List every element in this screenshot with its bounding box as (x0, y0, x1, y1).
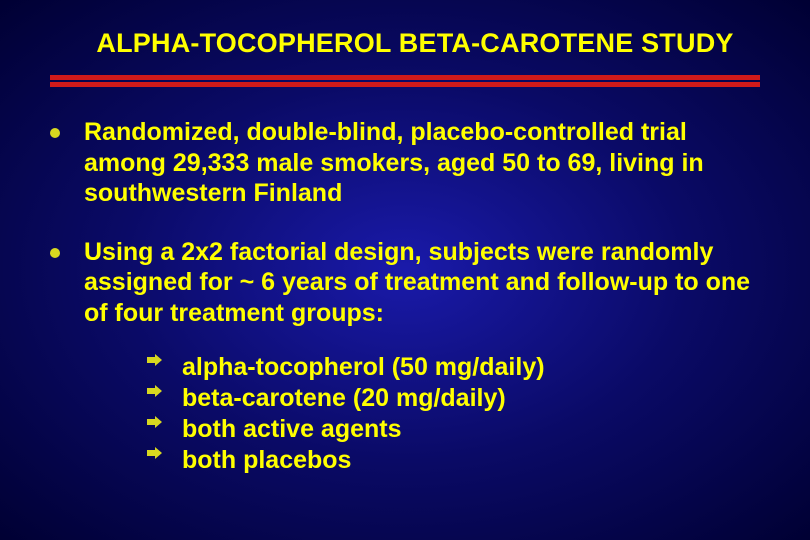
slide-title: ALPHA-TOCOPHEROL BETA-CAROTENE STUDY (70, 28, 760, 59)
sub-bullet-text: both active agents (182, 415, 402, 443)
bullet-list: Randomized, double-blind, placebo-contro… (50, 117, 760, 476)
sub-bullet-item: both placebos (146, 445, 760, 476)
sub-bullet-list: alpha-tocopherol (50 mg/daily) beta-caro… (146, 352, 760, 476)
arrow-icon (146, 385, 162, 401)
arrow-icon (146, 354, 162, 370)
sub-bullet-text: beta-carotene (20 mg/daily) (182, 384, 506, 412)
bullet-item: Randomized, double-blind, placebo-contro… (50, 117, 760, 209)
arrow-icon (146, 416, 162, 432)
sub-bullet-item: both active agents (146, 414, 760, 445)
sub-bullet-text: both placebos (182, 446, 351, 474)
arrow-icon (146, 447, 162, 463)
bullet-text: Using a 2x2 factorial design, subjects w… (84, 238, 750, 327)
sub-bullet-text: alpha-tocopherol (50 mg/daily) (182, 353, 545, 381)
sub-bullet-item: alpha-tocopherol (50 mg/daily) (146, 352, 760, 383)
bullet-text: Randomized, double-blind, placebo-contro… (84, 118, 704, 207)
sub-bullet-item: beta-carotene (20 mg/daily) (146, 383, 760, 414)
title-divider (50, 75, 760, 87)
bullet-item: Using a 2x2 factorial design, subjects w… (50, 237, 760, 477)
